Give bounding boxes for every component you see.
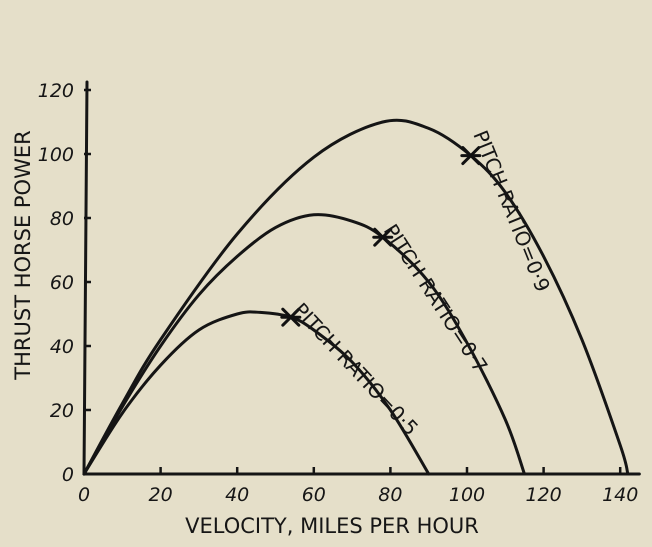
y-tick-label: 40 <box>50 336 74 358</box>
markers-layer <box>280 146 482 327</box>
series-curve <box>82 213 526 476</box>
y-tick-label: 100 <box>38 144 74 166</box>
series-marker <box>460 146 482 166</box>
y-axis-label: THRUST HORSE POWER <box>11 130 35 380</box>
y-tick-label: 60 <box>50 272 74 294</box>
x-tick-label: 80 <box>378 484 402 506</box>
axes-layer <box>82 80 641 476</box>
x-tick-label: 0 <box>78 484 90 506</box>
y-tick-label: 80 <box>50 208 74 230</box>
x-tick-label: 20 <box>149 484 173 506</box>
series-curve <box>82 310 431 476</box>
curves-layer <box>82 118 630 476</box>
x-axis-label: VELOCITY, MILES PER HOUR <box>185 514 479 538</box>
y-tick-label: 120 <box>38 80 74 102</box>
y-axis <box>82 80 89 476</box>
y-tick-label: 20 <box>50 400 74 422</box>
x-tick-label: 140 <box>602 484 638 506</box>
x-tick-label: 60 <box>302 484 326 506</box>
series-marker <box>372 227 394 247</box>
x-tick-label: 120 <box>525 484 561 506</box>
series-label: PITCH RATIO=0·5 <box>288 298 423 440</box>
x-tick-label: 100 <box>449 484 485 506</box>
x-tick-label: 40 <box>225 484 249 506</box>
y-tick-label: 0 <box>62 464 74 486</box>
series-label: PITCH RATIO=0·9 <box>468 127 555 295</box>
series-curve <box>82 118 630 476</box>
series-marker <box>280 307 302 327</box>
series-label: PITCH RATIO=0·7 <box>379 220 493 377</box>
ticks-layer: 0 20 40 60 80 100 120 140 0 20 40 60 80 100 120 <box>38 80 639 506</box>
